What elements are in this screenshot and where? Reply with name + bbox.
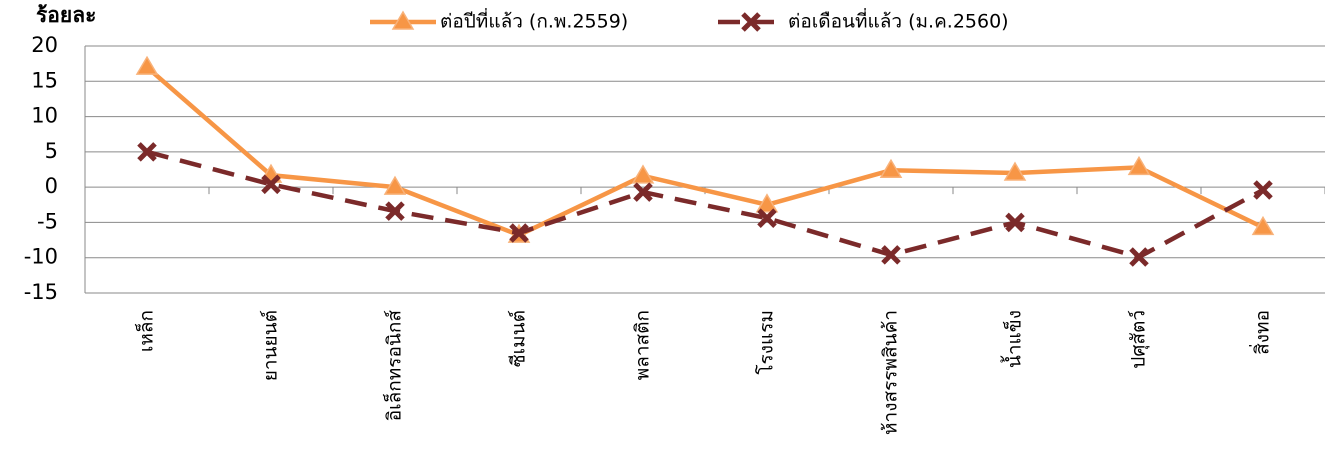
y-tick-label: 20: [31, 33, 58, 57]
triangle-marker: [383, 175, 407, 195]
x-tick-label: พลาสติก: [632, 310, 654, 380]
y-tick-label: 0: [45, 174, 58, 198]
triangle-marker: [755, 193, 779, 213]
y-tick-label: 10: [31, 104, 58, 128]
triangle-marker: [1003, 161, 1027, 181]
x-marker: [757, 208, 777, 228]
series-line: [146, 149, 1265, 260]
x-marker: [385, 201, 405, 221]
triangle-marker: [879, 158, 903, 178]
x-tick-label: ซีเมนต์: [508, 310, 530, 367]
triangle-marker: [1251, 215, 1275, 236]
x-marker: [1129, 247, 1149, 267]
triangle-marker: [391, 10, 415, 30]
series-line: [145, 65, 1264, 238]
y-tick-label: 5: [45, 139, 58, 163]
x-marker: [137, 142, 157, 162]
x-tick-label: อิเล็กทรอนิกส์: [382, 310, 406, 422]
x-tick-label: ห้างสรรพสินค้า: [880, 310, 902, 435]
x-tick-label: น้ำแข็ง: [1001, 310, 1026, 368]
y-tick-label: -15: [24, 280, 58, 304]
x-marker: [1005, 212, 1025, 233]
triangle-marker: [135, 55, 159, 75]
y-tick-label: -5: [37, 209, 58, 233]
x-tick-label: ปศุสัตว์: [1128, 310, 1151, 369]
y-tick-label: 15: [31, 68, 58, 92]
y-axis-label: ร้อยละ: [36, 3, 96, 27]
legend-label: ต่อปีที่แล้ว (ก.พ.2559): [440, 8, 628, 33]
x-marker: [261, 174, 281, 195]
triangle-marker: [631, 164, 655, 184]
x-marker: [1253, 180, 1273, 200]
legend-label: ต่อเดือนที่แล้ว (ม.ค.2560): [788, 8, 1009, 33]
x-tick-label: ยานยนต์: [260, 310, 282, 381]
x-tick-label: เหล็ก: [134, 310, 158, 352]
triangle-marker: [1127, 155, 1151, 176]
x-marker: [881, 245, 901, 265]
x-tick-label: โรงแรม: [755, 310, 778, 375]
x-marker: [509, 223, 529, 243]
x-marker: [741, 12, 761, 32]
x-tick-label: สิ่งทอ: [1249, 310, 1274, 355]
x-marker: [633, 182, 653, 202]
y-tick-label: -10: [24, 245, 58, 269]
